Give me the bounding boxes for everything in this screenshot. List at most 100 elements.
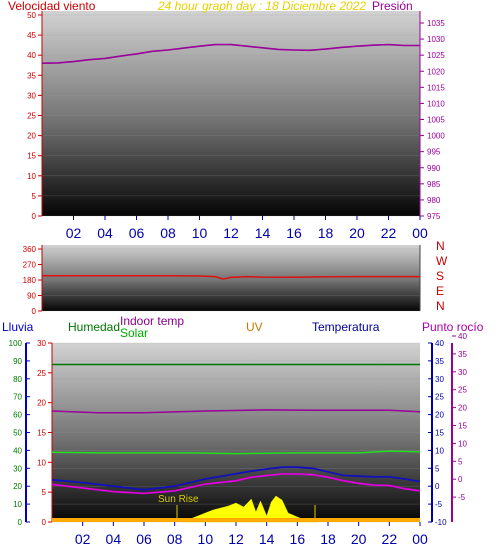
direction-tick-label: 270 — [23, 261, 37, 270]
temperature-tick-label: 30 — [435, 375, 444, 384]
direction-axis-ticks: 0 90 180 270 360 — [23, 245, 42, 316]
direction-tick-label: 180 — [23, 276, 37, 285]
temperature-tick-label: -5 — [435, 500, 443, 509]
time-tick-label: 06 — [136, 531, 152, 547]
wind-tick-label: 30 — [27, 91, 36, 100]
dewpoint-tick-label: 35 — [458, 350, 467, 359]
pressure-tick-label: 980 — [427, 196, 441, 205]
time-tick-label: 00 — [412, 225, 428, 241]
indoor-temp-line — [51, 409, 421, 414]
time-tick-label: 16 — [290, 531, 306, 547]
temperature-tick-label: 10 — [435, 446, 444, 455]
time-tick-label: 04 — [106, 531, 122, 547]
temperature-tick-label: 35 — [435, 357, 444, 366]
wind-tick-label: 10 — [27, 172, 36, 181]
dewpoint-tick-label: 15 — [458, 422, 467, 431]
temperature-tick-label: -10 — [435, 518, 447, 527]
time-tick-label: 06 — [129, 225, 145, 241]
temperature-axis-ticks: -10 -5 0 5 10 15 20 25 30 35 40 — [428, 339, 447, 527]
dewpoint-tick-label: 5 — [458, 457, 463, 466]
compass-label: E — [436, 284, 444, 298]
plot3-time-axis-ticks: 02 04 06 08 10 12 14 16 18 20 22 00 — [75, 522, 428, 547]
wind-tick-label: 0 — [32, 212, 37, 221]
rain-tick-label: 0 — [18, 518, 23, 527]
wind-direction-line — [42, 274, 420, 280]
time-tick-label: 18 — [318, 225, 334, 241]
time-tick-label: 10 — [192, 225, 208, 241]
rain-tick-label: 60 — [13, 411, 22, 420]
direction-tick-label: 0 — [32, 307, 37, 316]
legend-humidity: Humedad — [68, 320, 120, 334]
legend-rain: Lluvia — [2, 320, 34, 334]
humidity-tick-label: 5 — [42, 488, 47, 497]
rain-tick-label: 20 — [13, 482, 22, 491]
wind-tick-label: 45 — [27, 31, 36, 40]
wind-tick-label: 5 — [32, 192, 37, 201]
pressure-tick-label: 1020 — [427, 67, 445, 76]
temperature-tick-label: 25 — [435, 393, 444, 402]
wind-tick-label: 15 — [27, 152, 36, 161]
humidity-tick-label: 30 — [37, 339, 46, 348]
time-tick-label: 22 — [382, 531, 398, 547]
sunrise-annotation: Sun Rise — [158, 494, 199, 505]
rain-baseline — [52, 518, 420, 522]
pressure-tick-label: 995 — [427, 148, 441, 157]
time-tick-label: 16 — [286, 225, 302, 241]
pressure-tick-label: 1000 — [427, 132, 445, 141]
wind-tick-label: 35 — [27, 71, 36, 80]
plot1-time-axis-ticks: 02 04 06 08 10 12 14 16 18 20 22 00 — [66, 216, 428, 241]
time-tick-label: 14 — [259, 531, 275, 547]
time-tick-label: 04 — [97, 225, 113, 241]
humidity-tick-label: 0 — [42, 518, 47, 527]
temperature-line — [51, 466, 421, 491]
temperature-tick-label: 15 — [435, 429, 444, 438]
rain-tick-label: 90 — [13, 357, 22, 366]
temperature-tick-label: 20 — [435, 411, 444, 420]
wind-tick-label: 50 — [27, 11, 36, 20]
legend-indoor-temp: Indoor temp — [120, 314, 184, 328]
wind-tick-label: 20 — [27, 132, 36, 141]
rain-tick-label: 100 — [9, 339, 23, 348]
compass-label: N — [436, 299, 445, 313]
pressure-tick-label: 1025 — [427, 51, 445, 60]
time-tick-label: 10 — [198, 531, 214, 547]
pressure-legend-label: Presión — [372, 0, 413, 13]
humidity-tick-label: 20 — [37, 399, 46, 408]
compass-label: S — [436, 269, 444, 283]
direction-tick-label: 360 — [23, 245, 37, 254]
wind-legend-label: Velocidad viento — [8, 0, 96, 13]
dewpoint-tick-label: 40 — [458, 332, 467, 341]
pressure-tick-label: 1010 — [427, 99, 445, 108]
legend-solar: Solar — [120, 326, 148, 340]
rain-tick-label: 30 — [13, 464, 22, 473]
time-tick-label: 20 — [351, 531, 367, 547]
solar-line — [51, 450, 421, 455]
time-tick-label: 02 — [75, 531, 91, 547]
pressure-tick-label: 1030 — [427, 35, 445, 44]
pressure-tick-label: 990 — [427, 164, 441, 173]
time-tick-label: 02 — [66, 225, 82, 241]
wind-speed-axis-ticks: 0 5 10 15 20 25 30 35 40 45 50 — [27, 11, 42, 221]
dewpoint-tick-label: 30 — [458, 368, 467, 377]
time-tick-label: 12 — [228, 531, 244, 547]
rain-axis-ticks: 0 10 20 30 40 50 60 70 80 90 100 — [9, 339, 30, 527]
chart-title: 24 hour graph day : 18 Diciembre 2022 — [157, 0, 366, 13]
dewpoint-tick-label: 25 — [458, 386, 467, 395]
time-tick-label: 08 — [160, 225, 176, 241]
legend-temperature: Temperatura — [312, 320, 380, 334]
plot1-background — [42, 11, 420, 216]
pressure-tick-label: 1035 — [427, 19, 445, 28]
temperature-tick-label: 5 — [435, 464, 440, 473]
pressure-axis-ticks: 975 980 985 990 995 1000 1005 1010 1015 1020 1025 1… — [420, 19, 445, 221]
compass-label: N — [436, 239, 445, 253]
humidity-tick-label: 10 — [37, 458, 46, 467]
rain-tick-label: 40 — [13, 446, 22, 455]
dewpoint-tick-label: -5 — [458, 493, 466, 502]
time-tick-label: 12 — [223, 225, 239, 241]
wind-tick-label: 40 — [27, 51, 36, 60]
time-tick-label: 08 — [167, 531, 183, 547]
pressure-tick-label: 1015 — [427, 83, 445, 92]
